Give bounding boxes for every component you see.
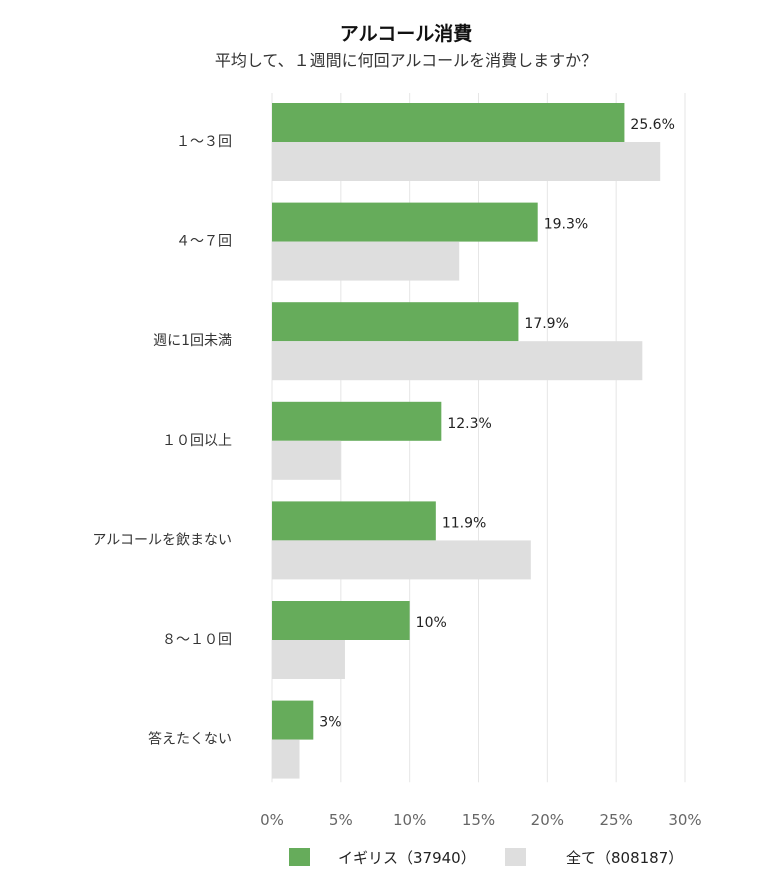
chart-title: アルコール消費 xyxy=(340,22,472,45)
bar-all xyxy=(272,640,345,679)
x-tick-label: 20% xyxy=(531,811,564,829)
bar-uk xyxy=(272,601,410,640)
value-label: 19.3% xyxy=(544,217,588,233)
bar-uk xyxy=(272,401,442,441)
value-label: 10% xyxy=(416,615,447,631)
x-tick-label: 10% xyxy=(393,811,426,829)
bar-uk xyxy=(272,103,625,142)
category-label: ８～１０回 xyxy=(162,632,232,648)
value-label: 17.9% xyxy=(524,316,568,332)
bar-uk xyxy=(272,700,314,740)
bar-all xyxy=(272,440,341,480)
x-tick-label: 0% xyxy=(260,811,284,829)
category-label: アルコールを飲まない xyxy=(92,532,232,548)
legend-swatch-all xyxy=(505,848,526,866)
value-label: 3% xyxy=(319,715,341,731)
bar-all xyxy=(272,540,531,580)
bar-all xyxy=(272,241,460,281)
legend-label: 全て（808187） xyxy=(566,849,683,867)
legend: イギリス（37940） 全て（808187） xyxy=(289,848,683,867)
value-label: 11.9% xyxy=(442,515,486,531)
value-label: 12.3% xyxy=(447,416,491,432)
bar-all xyxy=(272,341,643,381)
x-tick-label: 25% xyxy=(599,811,632,829)
legend-swatch-uk xyxy=(289,848,310,866)
bar-uk xyxy=(272,202,538,242)
x-tick-label: 15% xyxy=(462,811,495,829)
bar-all xyxy=(272,142,661,181)
x-tick-label: 5% xyxy=(329,811,353,829)
bar-uk xyxy=(272,501,436,541)
category-label: 答えたくない xyxy=(148,731,232,748)
category-label: １０回以上 xyxy=(162,433,232,449)
legend-label: イギリス（37940） xyxy=(338,849,476,867)
category-label: 週に1回未満 xyxy=(153,333,232,349)
bar-uk xyxy=(272,302,519,342)
category-label: ４～７回 xyxy=(176,234,232,250)
labels: １～３回 25.6% ４～７回 19.3% 週に1回未満 17.9% １０回以上 12.3% ア… xyxy=(92,117,675,748)
category-label: １～３回 xyxy=(176,134,232,150)
x-tick-label: 30% xyxy=(668,811,701,829)
value-label: 25.6% xyxy=(630,117,674,133)
x-axis: 0% 5% 10% 15% 20% 25% 30% xyxy=(260,811,702,829)
bar-all xyxy=(272,739,300,779)
chart-subtitle: 平均して、１週間に何回アルコールを消費しますか？ xyxy=(215,51,597,70)
bars xyxy=(272,103,661,779)
